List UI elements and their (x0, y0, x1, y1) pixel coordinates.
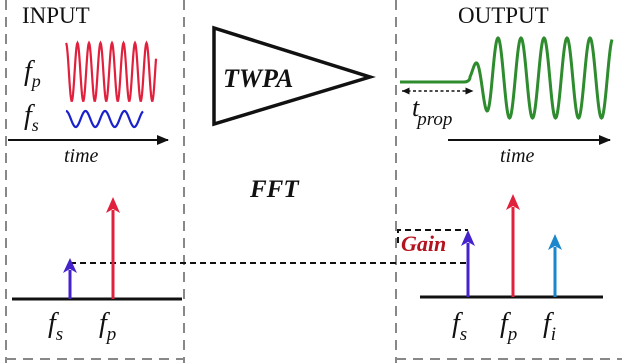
output-signal-peak-head (461, 230, 475, 246)
signal-freq-label: fs (24, 100, 39, 135)
gain-label: Gain (401, 231, 446, 256)
output-time-label: time (500, 145, 535, 167)
output-pump-peak-head (506, 194, 520, 210)
input-signal-peak-head (63, 258, 77, 273)
input-pump-peak-head (106, 197, 120, 213)
input-spectrum-signal-label: fs (48, 308, 63, 345)
fft-label: FFT (249, 176, 300, 203)
input-spectrum-pump-label: fp (99, 308, 116, 345)
prop-delay-label: tprop (412, 93, 452, 130)
pump-input-wave (65, 40, 158, 102)
input-time-label: time (64, 145, 99, 167)
gain-level-bracket (397, 229, 468, 243)
output-spectrum-pump-label: fp (500, 308, 517, 345)
output-title: OUTPUT (458, 3, 549, 28)
output-spectrum-signal-label: fs (452, 308, 467, 345)
output-spectrum-idler-label: fi (543, 308, 556, 345)
output-idler-peak-head (548, 234, 562, 250)
pump-freq-label: fp (24, 56, 41, 91)
prop-delay-arrow-back (402, 87, 410, 95)
input-title: INPUT (22, 3, 90, 28)
signal-input-wave (65, 109, 144, 129)
output-wave (400, 36, 614, 120)
twpa-label: TWPA (223, 64, 293, 93)
twpa-amplifier-triangle (212, 25, 376, 127)
